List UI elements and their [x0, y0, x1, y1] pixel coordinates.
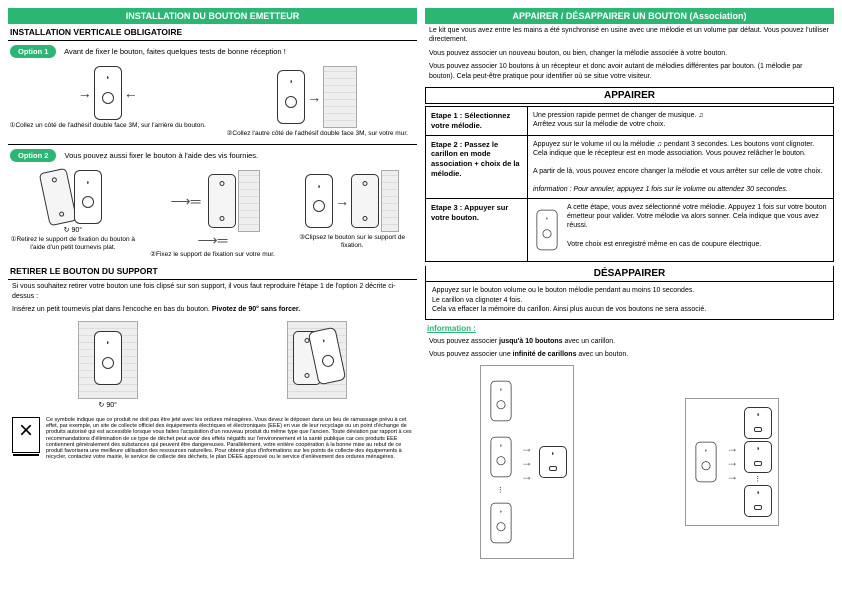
screw-icon: ⟶═ [193, 232, 233, 249]
option2-images: ↻ 90° ①Retirez le support de fixation du… [8, 166, 417, 263]
remove-p1: Si vous souhaitez retirer votre bouton u… [8, 280, 417, 303]
step3-label: Etape 3 : Appuyer sur votre bouton. [426, 199, 528, 262]
device-icon [94, 66, 122, 120]
left-column: INSTALLATION DU BOUTON EMETTEUR INSTALLA… [8, 8, 417, 587]
wall-icon [323, 66, 357, 128]
device-icon [537, 210, 558, 251]
rotation-label: 90° [71, 227, 82, 234]
section-install-title: INSTALLATION VERTICALE OBLIGATOIRE [8, 24, 417, 41]
device-icon [305, 174, 333, 228]
plate-icon [351, 174, 379, 228]
right-column: APPAIRER / DÉSAPPAIRER UN BOUTON (Associ… [425, 8, 834, 587]
opt2-caption2: ②Fixez le support de fixation sur votre … [148, 251, 278, 259]
device-icon [490, 381, 511, 422]
info-line1: Vous pouvez associer jusqu'à 10 boutons … [425, 335, 834, 348]
option1-row: Option 1 Avant de fixer le bouton, faite… [8, 41, 417, 62]
plate-icon [39, 168, 78, 227]
info-line2: Vous pouvez associer une infinité de car… [425, 348, 834, 361]
arrow-icon: → [726, 455, 738, 469]
arrow-icon: → [726, 441, 738, 455]
option2-row: Option 2 Vous pouvez aussi fixer le bout… [8, 145, 417, 166]
device-icon [696, 442, 717, 483]
remove-images: ↻ 90° [8, 317, 417, 413]
right-header: APPAIRER / DÉSAPPAIRER UN BOUTON (Associ… [425, 8, 834, 24]
device-icon [490, 503, 511, 544]
step1-label: Etape 1 : Sélectionnez votre mélodie. [426, 107, 528, 136]
receiver-icon [744, 485, 772, 517]
option1-text: Avant de fixer le bouton, faites quelque… [64, 47, 286, 56]
ellipsis-icon: ⋮ [754, 475, 762, 483]
option2-pill: Option 2 [10, 149, 56, 162]
weee-block: Ce symbole indique que ce produit ne doi… [8, 413, 417, 465]
arrow-icon: → [307, 89, 321, 105]
receiver-icon [744, 407, 772, 439]
pairing-steps-table: Etape 1 : Sélectionnez votre mélodie. Un… [425, 106, 834, 262]
diagram-infinite-receivers: → → → ⋮ [685, 398, 779, 526]
device-icon [94, 331, 122, 385]
arrow-icon: ← [124, 85, 138, 101]
arrow-icon: → [521, 455, 533, 469]
diagram-10-buttons: ⋮ → → → [480, 365, 574, 559]
step2-label: Etape 2 : Passez le carillon en mode ass… [426, 135, 528, 199]
intro2: Vous pouvez associer un nouveau bouton, … [425, 47, 834, 60]
ellipsis-icon: ⋮ [497, 486, 505, 494]
remove-p2: Insérez un petit tournevis plat dans l'e… [8, 303, 417, 316]
opt2-caption3: ③Clipsez le bouton sur le support de fix… [287, 234, 417, 250]
step3-text: A cette étape, vous avez sélectionné vot… [528, 199, 834, 262]
info-label: information : [425, 320, 834, 335]
section-remove-title: RETIRER LE BOUTON DU SUPPORT [8, 263, 417, 280]
arrow-icon: → [726, 469, 738, 483]
wall-icon [238, 170, 260, 232]
wall-icon [381, 170, 399, 232]
desappairer-body: Appuyez sur le bouton volume ou le bouto… [425, 282, 834, 319]
rotation-label: 90° [106, 402, 117, 409]
arrow-icon: → [335, 193, 349, 209]
arrow-icon: → [521, 441, 533, 455]
intro1: Le kit que vous avez entre les mains a é… [425, 24, 834, 47]
opt2-caption1: ①Retirez le support de fixation du bouto… [8, 236, 138, 252]
step2-text: Appuyez sur le volume ııl ou la mélodie … [528, 135, 834, 199]
opt1-caption2: ②Collez l'autre côté de l'adhésif double… [218, 130, 418, 138]
device-icon [277, 70, 305, 124]
plate-icon [208, 174, 236, 228]
desappairer-header: DÉSAPPAIRER [425, 266, 834, 282]
weee-icon [12, 417, 40, 453]
receiver-icon [744, 441, 772, 473]
step1-text: Une pression rapide permet de changer de… [528, 107, 834, 136]
association-diagrams: ⋮ → → → → → → [425, 361, 834, 563]
arrow-icon: → [78, 85, 92, 101]
appairer-header: APPAIRER [425, 87, 834, 104]
option2-text: Vous pouvez aussi fixer le bouton à l'ai… [65, 151, 259, 160]
device-icon [490, 437, 511, 478]
device-icon [74, 170, 102, 224]
screw-icon: ⟶═ [166, 193, 206, 210]
intro3: Vous pouvez associer 10 boutons à un réc… [425, 60, 834, 83]
option1-pill: Option 1 [10, 45, 56, 58]
option1-images: → ← ①Collez un côté de l'adhésif double … [8, 62, 417, 142]
opt1-caption1: ①Collez un côté de l'adhésif double face… [8, 122, 208, 130]
receiver-icon [539, 446, 567, 478]
arrow-icon: → [521, 469, 533, 483]
weee-text: Ce symbole indique que ce produit ne doi… [46, 417, 413, 461]
left-header: INSTALLATION DU BOUTON EMETTEUR [8, 8, 417, 24]
music-icon: ♫ [698, 112, 703, 119]
